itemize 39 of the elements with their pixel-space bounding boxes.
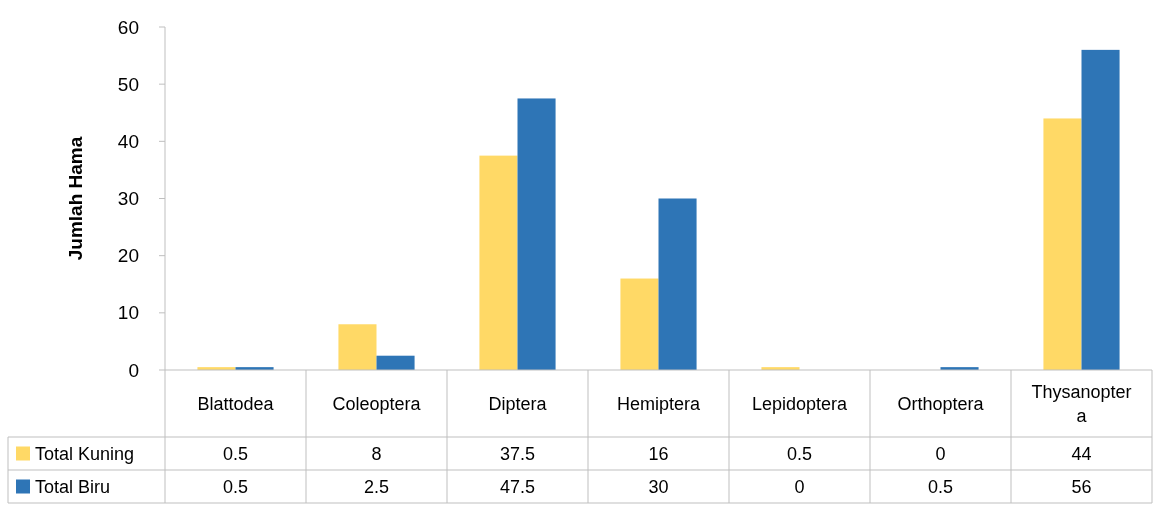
- data-label: 8: [371, 443, 382, 464]
- data-label: 0.5: [927, 476, 954, 497]
- y-axis-title: Jumlah Hama: [65, 136, 86, 261]
- bar: [658, 198, 697, 370]
- y-tick-label: 60: [117, 16, 139, 38]
- bar: [479, 155, 518, 370]
- y-tick-label: 20: [117, 245, 139, 267]
- x-tick-label: Thysanoptera: [1031, 381, 1132, 426]
- x-tick-label: Coleoptera: [332, 393, 422, 414]
- data-label: 56: [1071, 476, 1092, 497]
- bar: [376, 355, 415, 370]
- data-label: 2.5: [363, 476, 390, 497]
- data-label: 47.5: [499, 476, 536, 497]
- x-tick-label: Orthoptera: [897, 393, 985, 414]
- data-label: 37.5: [499, 443, 536, 464]
- y-tick-label: 40: [117, 130, 139, 152]
- data-label: 30: [648, 476, 669, 497]
- data-label: 16: [648, 443, 669, 464]
- y-tick-label: 0: [128, 359, 139, 381]
- bar: [1081, 49, 1120, 370]
- y-tick-label: 30: [117, 188, 139, 210]
- data-label: 0: [935, 443, 946, 464]
- legend-label: Total Kuning: [35, 443, 135, 464]
- x-tick-label: Lepidoptera: [751, 393, 849, 414]
- bar: [1043, 118, 1082, 370]
- x-tick-label: Diptera: [488, 393, 548, 414]
- x-tick-label: Hemiptera: [616, 393, 701, 414]
- y-tick-label: 50: [117, 73, 139, 95]
- legend-label: Total Biru: [35, 476, 111, 497]
- data-label: 0.5: [786, 443, 813, 464]
- bar: [517, 98, 556, 370]
- y-tick-label: 10: [117, 302, 139, 324]
- data-label: 0.5: [222, 443, 249, 464]
- data-label: 44: [1071, 443, 1092, 464]
- bar: [620, 278, 659, 370]
- bar: [338, 324, 377, 370]
- data-label: 0.5: [222, 476, 249, 497]
- data-label: 0: [794, 476, 805, 497]
- x-tick-label: Blattodea: [197, 393, 275, 414]
